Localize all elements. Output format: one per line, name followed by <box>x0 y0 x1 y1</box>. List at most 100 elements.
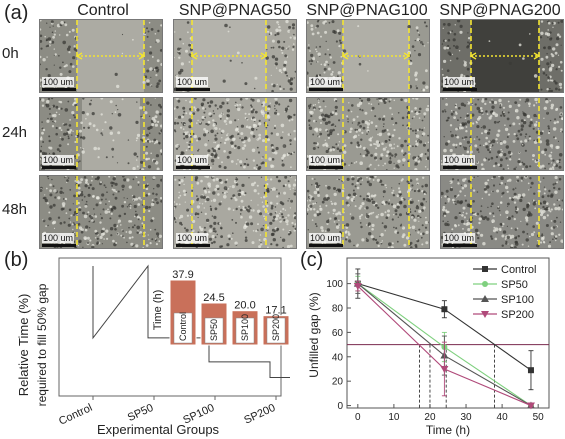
legend-label-sp100: SP100 <box>501 294 534 306</box>
row-header-24h: 24h <box>2 124 28 141</box>
panel-b-label: (b) <box>4 249 29 271</box>
cell-texture <box>40 98 162 170</box>
micrograph-image <box>441 176 563 248</box>
scale-bar-label: 100 um <box>176 155 209 165</box>
inset-category-box <box>235 317 255 344</box>
micrograph-48h-3: 100 um <box>440 175 564 249</box>
panel-c-axes: 0 10 20 30 40 50 0 20 40 60 80 100 <box>326 279 544 423</box>
ytick-label: 60 <box>332 328 344 339</box>
arrow-head-right <box>260 52 268 60</box>
ytick-label: 20 <box>332 377 344 388</box>
inset-category-label: Control <box>178 312 188 341</box>
xtick-label-control: Control <box>57 402 94 428</box>
scale-bar-label: 100 um <box>176 233 209 243</box>
scale-bar <box>443 88 477 91</box>
xtick-label: 50 <box>533 412 545 423</box>
arrow-head-right <box>533 52 541 60</box>
micrograph-0h-2: 100 um <box>306 19 430 93</box>
scale-bar <box>309 166 343 169</box>
arrow-head-right <box>138 52 146 60</box>
xtick-label-sp200: SP200 <box>242 402 277 427</box>
scale-bar-label: 100 um <box>176 77 209 87</box>
ytick-label: 0 <box>337 401 343 412</box>
micrograph-image <box>174 20 296 92</box>
micrograph-0h-1: 100 um <box>173 19 297 93</box>
inset-category-box <box>173 312 193 344</box>
arrow-head-right <box>403 52 411 60</box>
panel-b-ylabel-line2: required to fill 50% gap <box>35 283 49 406</box>
column-header-snp200: SNP@PNAG200 <box>439 2 561 19</box>
micrograph-24h-3: 100 um <box>440 97 564 171</box>
row-header-48h: 48h <box>2 201 28 218</box>
xtick-label: 20 <box>424 412 436 423</box>
micrograph-48h-0: 100 um <box>39 175 163 249</box>
xtick-label: 40 <box>497 412 509 423</box>
column-header-snp100: SNP@PNAG100 <box>306 2 428 19</box>
row-header-0h: 0h <box>2 45 19 62</box>
panel-c-ylabel: Unfilled gap (%) <box>307 292 321 377</box>
data-point-sp200 <box>440 365 449 373</box>
inset-category-label: SP100 <box>240 314 250 341</box>
legend-marker-sp200 <box>481 311 489 318</box>
data-point-control <box>441 306 448 313</box>
xtick-label-sp50: SP50 <box>126 402 155 424</box>
xtick-label: 0 <box>355 412 361 423</box>
scale-bar-label: 100 um <box>309 233 342 243</box>
micrograph-image <box>307 20 429 92</box>
scale-bar-label: 100 um <box>309 77 342 87</box>
micrograph-24h-0: 100 um <box>39 97 163 171</box>
inset-category-label: SP50 <box>209 319 219 341</box>
xtick-label: 30 <box>460 412 472 423</box>
inset-category-box <box>266 317 286 344</box>
ytick-label: 80 <box>332 304 344 315</box>
legend-marker-sp100 <box>481 295 489 302</box>
scale-bar-label: 100 um <box>443 77 476 87</box>
data-point-control <box>527 367 534 374</box>
legend-label-control: Control <box>501 264 536 276</box>
scale-bar-label: 100 um <box>443 155 476 165</box>
scale-bar-label: 100 um <box>443 233 476 243</box>
scale-bar <box>176 166 210 169</box>
cell-texture <box>40 20 162 91</box>
scale-bar-label: 100 um <box>309 155 342 165</box>
ytick-label: 40 <box>332 352 344 363</box>
panel-c-label: (c) <box>300 249 324 271</box>
panel-c-frame <box>346 257 550 409</box>
arrow-head-left <box>341 52 349 60</box>
scale-bar <box>309 244 343 247</box>
column-header-snp50: SNP@PNAG50 <box>178 2 292 19</box>
inset-value-label: 24.5 <box>203 292 224 304</box>
arrow-head-left <box>190 52 198 60</box>
scale-bar <box>443 166 477 169</box>
panel-c-chart: Unfilled gap (%) 0 10 20 30 40 50 0 20 40 60 80 100… <box>307 257 550 437</box>
legend-marker-control <box>482 266 488 272</box>
legend-label-sp50: SP50 <box>501 279 528 291</box>
legend-marker-sp50 <box>482 281 488 287</box>
inset-value-label: 20.0 <box>234 300 255 312</box>
xtick-label: 10 <box>388 412 400 423</box>
panel-c-plot <box>347 268 549 410</box>
micrograph-24h-2: 100 um <box>306 97 430 171</box>
micrograph-image <box>40 98 162 170</box>
micrograph-24h-1: 100 um <box>173 97 297 171</box>
panel-b-xlabel: Experimental Groups <box>97 422 220 437</box>
panel-b-inset-ylabel: Time (h) <box>152 290 164 331</box>
arrow-head-left <box>75 52 83 60</box>
column-header-control: Control <box>77 2 129 19</box>
scale-bar <box>42 244 76 247</box>
micrograph-48h-1: 100 um <box>173 175 297 249</box>
inset-category-box <box>204 317 224 344</box>
inset-value-label: 17.1 <box>265 305 286 317</box>
cell-texture <box>174 98 296 170</box>
inset-category-label: SP200 <box>271 314 281 341</box>
scale-bar-label: 100 um <box>42 155 75 165</box>
panel-b-ylabel-line1: Relative Time (%) <box>16 294 31 397</box>
micrograph-0h-0: 100 um <box>39 19 163 93</box>
scale-bar <box>42 88 76 91</box>
panel-c-xlabel: Time (h) <box>426 423 470 437</box>
panel-a-label: (a) <box>4 2 29 24</box>
scale-bar <box>176 88 210 91</box>
arrow-head-left <box>469 52 477 60</box>
scale-bar <box>42 166 76 169</box>
